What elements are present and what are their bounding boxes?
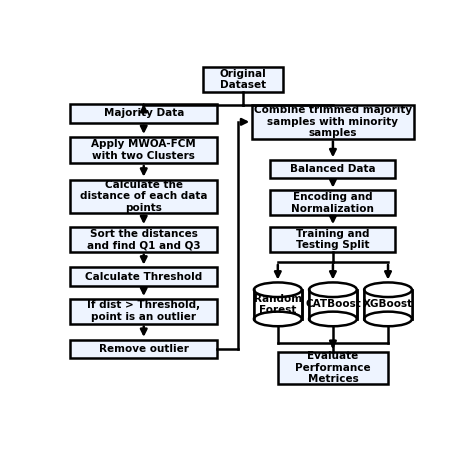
FancyBboxPatch shape: [70, 180, 217, 213]
FancyBboxPatch shape: [255, 290, 301, 319]
Ellipse shape: [309, 311, 357, 326]
Text: Calculate the
distance of each data
points: Calculate the distance of each data poin…: [80, 180, 208, 213]
Ellipse shape: [364, 283, 412, 297]
Ellipse shape: [254, 311, 301, 326]
Ellipse shape: [254, 283, 301, 297]
Text: Apply MWOA-FCM
with two Clusters: Apply MWOA-FCM with two Clusters: [91, 139, 196, 161]
FancyBboxPatch shape: [70, 340, 217, 358]
Text: Calculate Threshold: Calculate Threshold: [85, 272, 202, 282]
FancyBboxPatch shape: [202, 67, 283, 92]
Text: Majority Data: Majority Data: [103, 109, 184, 118]
FancyBboxPatch shape: [271, 160, 395, 178]
FancyBboxPatch shape: [271, 227, 395, 252]
Text: Remove outlier: Remove outlier: [99, 344, 189, 354]
Text: If dist > Threshold,
point is an outlier: If dist > Threshold, point is an outlier: [87, 301, 201, 322]
Ellipse shape: [309, 283, 357, 297]
FancyBboxPatch shape: [70, 227, 217, 252]
FancyBboxPatch shape: [70, 137, 217, 163]
Text: Original
Dataset: Original Dataset: [219, 69, 266, 91]
FancyBboxPatch shape: [252, 105, 414, 138]
FancyBboxPatch shape: [70, 267, 217, 286]
Text: XGBoost: XGBoost: [363, 300, 413, 310]
Text: Combine trimmed majority
samples with minority
samples: Combine trimmed majority samples with mi…: [254, 105, 412, 138]
FancyBboxPatch shape: [70, 104, 217, 123]
FancyBboxPatch shape: [271, 191, 395, 215]
FancyBboxPatch shape: [310, 290, 356, 319]
Text: Encoding and
Normalization: Encoding and Normalization: [292, 192, 374, 214]
Text: Training and
Testing Split: Training and Testing Split: [296, 228, 370, 250]
Text: Sort the distances
and find Q1 and Q3: Sort the distances and find Q1 and Q3: [87, 228, 201, 250]
FancyBboxPatch shape: [365, 290, 411, 319]
FancyBboxPatch shape: [70, 299, 217, 324]
Text: CATBoost: CATBoost: [305, 300, 361, 310]
Text: Evaluate
Performance
Metrices: Evaluate Performance Metrices: [295, 351, 371, 384]
Ellipse shape: [364, 311, 412, 326]
FancyBboxPatch shape: [278, 352, 388, 384]
Text: Balanced Data: Balanced Data: [290, 164, 376, 174]
Text: Random
Forest: Random Forest: [254, 293, 302, 315]
